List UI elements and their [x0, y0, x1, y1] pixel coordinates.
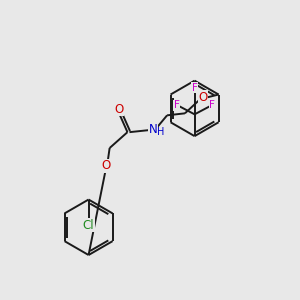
Text: H: H	[158, 127, 165, 137]
Text: N: N	[149, 123, 158, 136]
Text: Cl: Cl	[83, 219, 94, 232]
Text: O: O	[114, 103, 123, 116]
Text: O: O	[101, 159, 110, 172]
Text: O: O	[198, 91, 207, 104]
Text: F: F	[209, 100, 215, 110]
Text: F: F	[174, 100, 180, 110]
Text: F: F	[192, 82, 197, 93]
